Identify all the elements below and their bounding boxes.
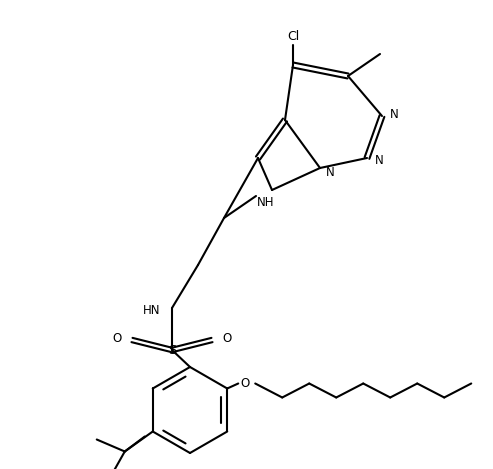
Text: N: N — [375, 153, 384, 166]
Text: Cl: Cl — [287, 30, 299, 44]
Text: N: N — [325, 166, 334, 180]
Text: NH: NH — [257, 196, 275, 209]
Text: HN: HN — [143, 303, 161, 317]
Text: N: N — [389, 107, 398, 121]
Text: O: O — [113, 332, 122, 345]
Text: O: O — [222, 332, 231, 345]
Text: S: S — [168, 343, 176, 356]
Text: O: O — [241, 377, 250, 390]
